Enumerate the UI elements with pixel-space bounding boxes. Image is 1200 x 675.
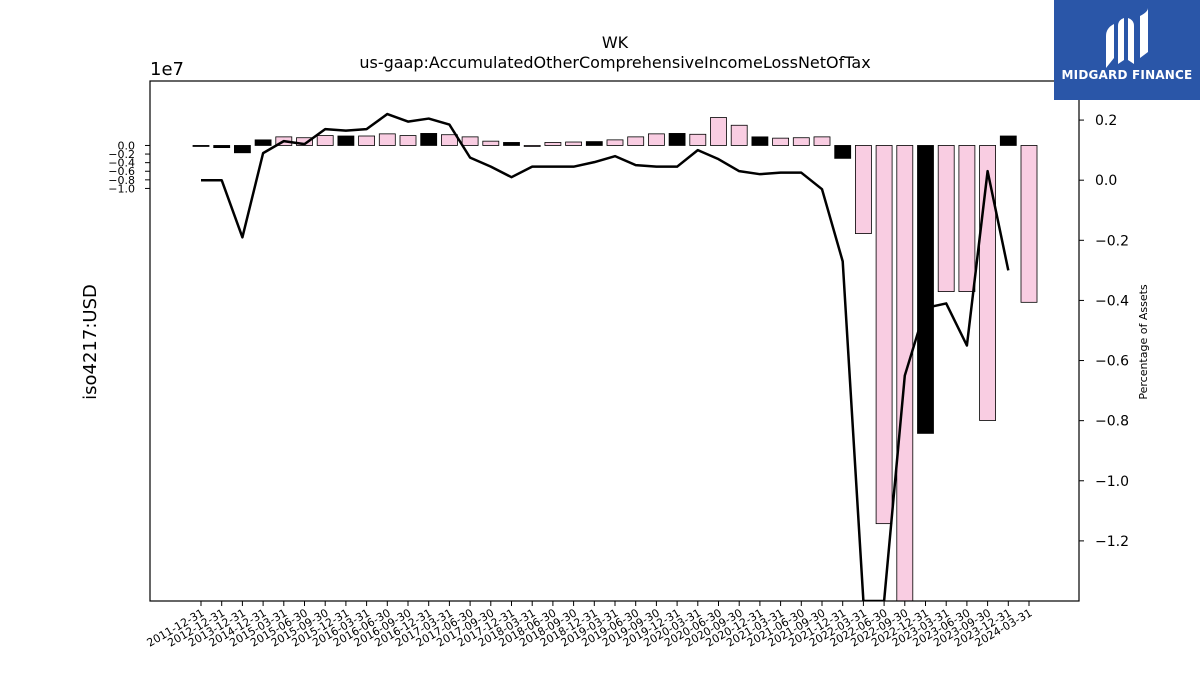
y-axis-scale-label: 1e7 <box>150 59 184 80</box>
bar <box>565 141 582 146</box>
bar <box>730 124 748 146</box>
bar <box>958 145 976 292</box>
bar <box>503 142 520 146</box>
chart-title: WK <box>602 33 629 52</box>
bar <box>1020 145 1038 303</box>
bar <box>710 117 727 146</box>
y2-tick-label: −1.0 <box>1095 474 1129 490</box>
line-group <box>201 112 1010 601</box>
midgard-logo-icon <box>1106 8 1148 68</box>
bar <box>296 137 313 146</box>
bar <box>440 134 458 146</box>
bar <box>523 145 541 147</box>
bar <box>233 145 251 154</box>
bar <box>999 135 1017 146</box>
y-tick-label: −0.4 <box>108 157 135 170</box>
bar <box>751 136 769 146</box>
y2-tick-label: −1.2 <box>1095 534 1129 550</box>
y2-tick-label: −0.2 <box>1095 233 1129 249</box>
bar <box>482 140 500 146</box>
y-tick-label: −0.2 <box>108 148 135 161</box>
bar <box>399 135 417 146</box>
bar <box>648 133 665 146</box>
bar <box>606 139 624 146</box>
bar <box>979 145 996 421</box>
bar <box>420 133 438 146</box>
bar <box>813 136 831 146</box>
bar <box>585 141 603 146</box>
percentage-line <box>201 112 1010 601</box>
y2-tick-label: −0.8 <box>1095 414 1129 430</box>
bar <box>192 145 210 147</box>
logo-text: MIDGARD FINANCE <box>1061 68 1193 82</box>
bar <box>668 133 686 146</box>
bar <box>337 135 355 146</box>
bar <box>627 136 645 146</box>
bar <box>689 133 707 146</box>
midgard-finance-logo: MIDGARD FINANCE <box>1054 0 1200 100</box>
bar <box>772 137 789 146</box>
bars-group <box>192 117 1038 601</box>
bar <box>834 145 852 159</box>
y2-tick-label: 0.0 <box>1095 173 1117 189</box>
bar <box>855 145 872 234</box>
axes-group: 0.0−0.2−0.4−0.6−0.8−1.00.20.0−0.2−0.4−0.… <box>108 80 1129 650</box>
bar <box>544 142 562 146</box>
bar <box>461 136 479 146</box>
y2-tick-label: −0.6 <box>1095 354 1129 370</box>
bar <box>875 145 893 525</box>
y-tick-label: −0.6 <box>108 165 135 178</box>
bar <box>378 133 396 146</box>
y-tick-label: −0.8 <box>108 174 135 187</box>
bar <box>316 135 334 146</box>
y-axis-label: iso4217:USD <box>80 284 101 400</box>
bar <box>937 145 955 292</box>
bar <box>213 145 231 149</box>
bar <box>254 139 272 146</box>
y2-tick-label: 0.2 <box>1095 113 1117 129</box>
bar <box>917 145 934 434</box>
y-tick-label: −1.0 <box>108 182 135 195</box>
bar <box>792 137 810 146</box>
chart-subtitle: us-gaap:AccumulatedOtherComprehensiveInc… <box>359 53 870 72</box>
y2-tick-label: −0.4 <box>1095 293 1129 309</box>
y2-axis-label: Percentage of Assets <box>1137 284 1150 400</box>
bar <box>358 135 376 146</box>
y-tick-label: 0.0 <box>118 139 136 152</box>
